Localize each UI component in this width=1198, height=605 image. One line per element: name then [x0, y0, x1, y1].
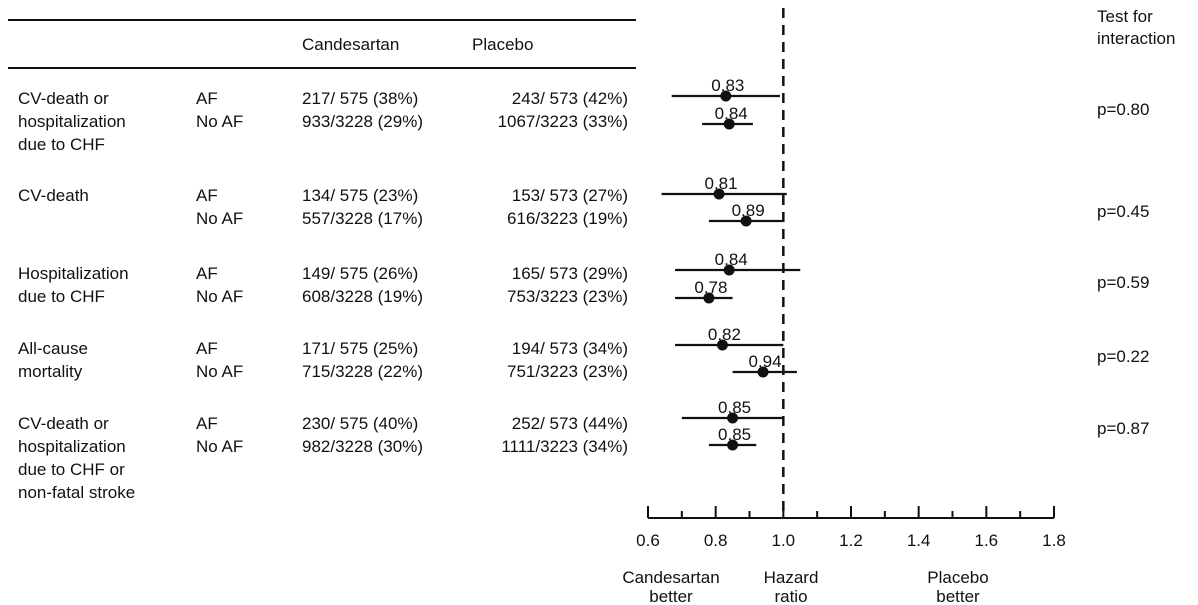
header-candesartan: Candesartan	[302, 35, 400, 54]
hazard-ratio-point	[716, 339, 728, 351]
bottom-label-center: Hazard	[764, 568, 819, 587]
group-label: No AF	[196, 362, 244, 381]
interaction-p-value: p=0.22	[1097, 347, 1150, 366]
x-tick-label: 1.8	[1042, 531, 1066, 550]
outcome-label: hospitalization	[18, 112, 126, 131]
hazard-ratio-point	[727, 439, 739, 451]
hazard-ratio-label: 0.85	[718, 398, 751, 417]
placebo-value: 1111/3223 (34%)	[501, 437, 628, 456]
placebo-value: 252/ 573 (44%)	[511, 414, 628, 433]
hazard-ratio-label: 0.82	[708, 325, 741, 344]
placebo-value: 243/ 573 (42%)	[511, 89, 628, 108]
candesartan-value: 982/3228 (30%)	[302, 437, 423, 456]
x-tick-label: 1.6	[975, 531, 999, 550]
placebo-value: 194/ 573 (34%)	[511, 339, 628, 358]
hazard-ratio-point	[727, 412, 739, 424]
placebo-value: 153/ 573 (27%)	[511, 186, 628, 205]
hazard-ratio-label: 0.81	[705, 174, 738, 193]
candesartan-value: 230/ 575 (40%)	[302, 414, 419, 433]
bottom-label-left: Candesartan	[622, 568, 719, 587]
hazard-ratio-label: 0.78	[694, 278, 727, 297]
table-header-rule	[8, 67, 636, 69]
hazard-ratio-point	[720, 90, 732, 102]
outcome-label: due to CHF or	[18, 460, 125, 479]
interaction-p-value: p=0.45	[1097, 202, 1150, 221]
group-label: No AF	[196, 437, 244, 456]
candesartan-value: 933/3228 (29%)	[302, 112, 423, 131]
hazard-ratio-label: 0.84	[715, 104, 748, 123]
bottom-label-right: Placebo	[927, 568, 988, 587]
group-label: AF	[196, 89, 218, 108]
header-interaction-line2: interaction	[1097, 29, 1176, 48]
hazard-ratio-point	[740, 215, 752, 227]
candesartan-value: 608/3228 (19%)	[302, 287, 423, 306]
placebo-value: 165/ 573 (29%)	[511, 264, 628, 283]
header-placebo: Placebo	[472, 35, 534, 54]
hazard-ratio-point	[757, 366, 769, 378]
hazard-ratio-point	[703, 292, 715, 304]
interaction-p-value: p=0.59	[1097, 273, 1150, 292]
group-label: AF	[196, 414, 218, 433]
group-label: AF	[196, 186, 218, 205]
bottom-label-center: ratio	[774, 587, 807, 605]
x-tick-label: 1.4	[907, 531, 931, 550]
candesartan-value: 217/ 575 (38%)	[302, 89, 419, 108]
hazard-ratio-label: 0.85	[718, 425, 751, 444]
group-label: No AF	[196, 209, 244, 228]
table-top-rule	[8, 19, 636, 21]
hazard-ratio-point	[723, 118, 735, 130]
interaction-p-value: p=0.80	[1097, 100, 1150, 119]
bottom-label-left: better	[649, 587, 693, 605]
outcome-label: CV-death	[18, 186, 89, 205]
group-label: AF	[196, 264, 218, 283]
candesartan-value: 171/ 575 (25%)	[302, 339, 419, 358]
placebo-value: 1067/3223 (33%)	[497, 112, 628, 131]
hazard-ratio-label: 0.94	[748, 352, 781, 371]
outcome-label: due to CHF	[18, 287, 105, 306]
outcome-label: hospitalization	[18, 437, 126, 456]
candesartan-value: 557/3228 (17%)	[302, 209, 423, 228]
placebo-value: 616/3223 (19%)	[507, 209, 628, 228]
hazard-ratio-point	[713, 188, 725, 200]
x-tick-label: 1.0	[772, 531, 796, 550]
candesartan-value: 715/3228 (22%)	[302, 362, 423, 381]
outcome-label: Hospitalization	[18, 264, 129, 283]
candesartan-value: 134/ 575 (23%)	[302, 186, 419, 205]
hazard-ratio-label: 0.84	[715, 250, 748, 269]
placebo-value: 753/3223 (23%)	[507, 287, 628, 306]
x-tick-label: 0.6	[636, 531, 660, 550]
bottom-label-right: better	[936, 587, 980, 605]
outcome-label: CV-death or	[18, 89, 109, 108]
group-label: No AF	[196, 112, 244, 131]
group-label: No AF	[196, 287, 244, 306]
hazard-ratio-label: 0.89	[732, 201, 765, 220]
placebo-value: 751/3223 (23%)	[507, 362, 628, 381]
x-tick-label: 0.8	[704, 531, 728, 550]
candesartan-value: 149/ 575 (26%)	[302, 264, 419, 283]
interaction-p-value: p=0.87	[1097, 419, 1150, 438]
group-label: AF	[196, 339, 218, 358]
hazard-ratio-point	[723, 264, 735, 276]
outcome-label: mortality	[18, 362, 83, 381]
outcome-label: due to CHF	[18, 135, 105, 154]
x-tick-label: 1.2	[839, 531, 863, 550]
outcome-label: non-fatal stroke	[18, 483, 136, 502]
header-interaction-line1: Test for	[1097, 7, 1153, 26]
outcome-label: All-cause	[18, 339, 88, 358]
hazard-ratio-label: 0.83	[711, 76, 744, 95]
outcome-label: CV-death or	[18, 414, 109, 433]
